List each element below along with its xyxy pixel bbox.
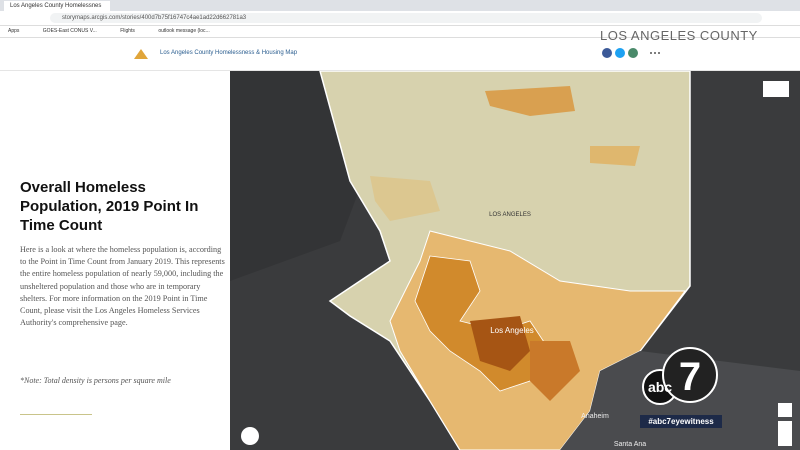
browser-tab[interactable]: Los Angeles County Homelessnes: [4, 1, 110, 11]
bookmark[interactable]: Flights: [120, 28, 135, 34]
tab-bar: [0, 0, 800, 11]
map-label: LOS ANGELES: [489, 212, 531, 218]
body-text: Here is a look at where the homeless pop…: [20, 245, 225, 328]
watermark: LOS ANGELES COUNTY: [600, 28, 758, 43]
story-title: Los Angeles County Homelessness & Housin…: [160, 50, 298, 56]
share-icons[interactable]: [602, 48, 662, 60]
heading: Overall Homeless Population, 2019 Point …: [20, 179, 199, 234]
hashtag: #abc7eyewitness: [640, 415, 722, 428]
bookmark[interactable]: Apps: [8, 28, 20, 34]
station-logo: abc 7: [642, 347, 718, 405]
bookmark[interactable]: outlook message (loc...: [158, 28, 210, 34]
map-label: Santa Ana: [614, 441, 646, 448]
zoom-buttons[interactable]: [778, 421, 792, 446]
logo-brand: abc: [648, 379, 672, 395]
note: *Note: Total density is persons per squa…: [20, 376, 171, 385]
divider: [20, 414, 92, 415]
map[interactable]: LOS ANGELES Los Angeles Anaheim Santa An…: [230, 71, 800, 450]
bookmarks-bar: Apps GOES-East CONUS V... Flights outloo…: [0, 26, 800, 38]
home-icon[interactable]: [133, 46, 149, 60]
logo-number: 7: [679, 355, 701, 399]
url[interactable]: storymaps.arcgis.com/stories/400d7b75f16…: [50, 13, 762, 23]
basemap-button[interactable]: [241, 427, 259, 445]
side-panel: [0, 71, 230, 450]
expand-button[interactable]: [763, 81, 789, 97]
home-button[interactable]: [778, 403, 792, 417]
map-label: Los Angeles: [490, 326, 534, 335]
map-label: Anaheim: [581, 413, 609, 420]
bookmark[interactable]: GOES-East CONUS V...: [42, 28, 97, 34]
